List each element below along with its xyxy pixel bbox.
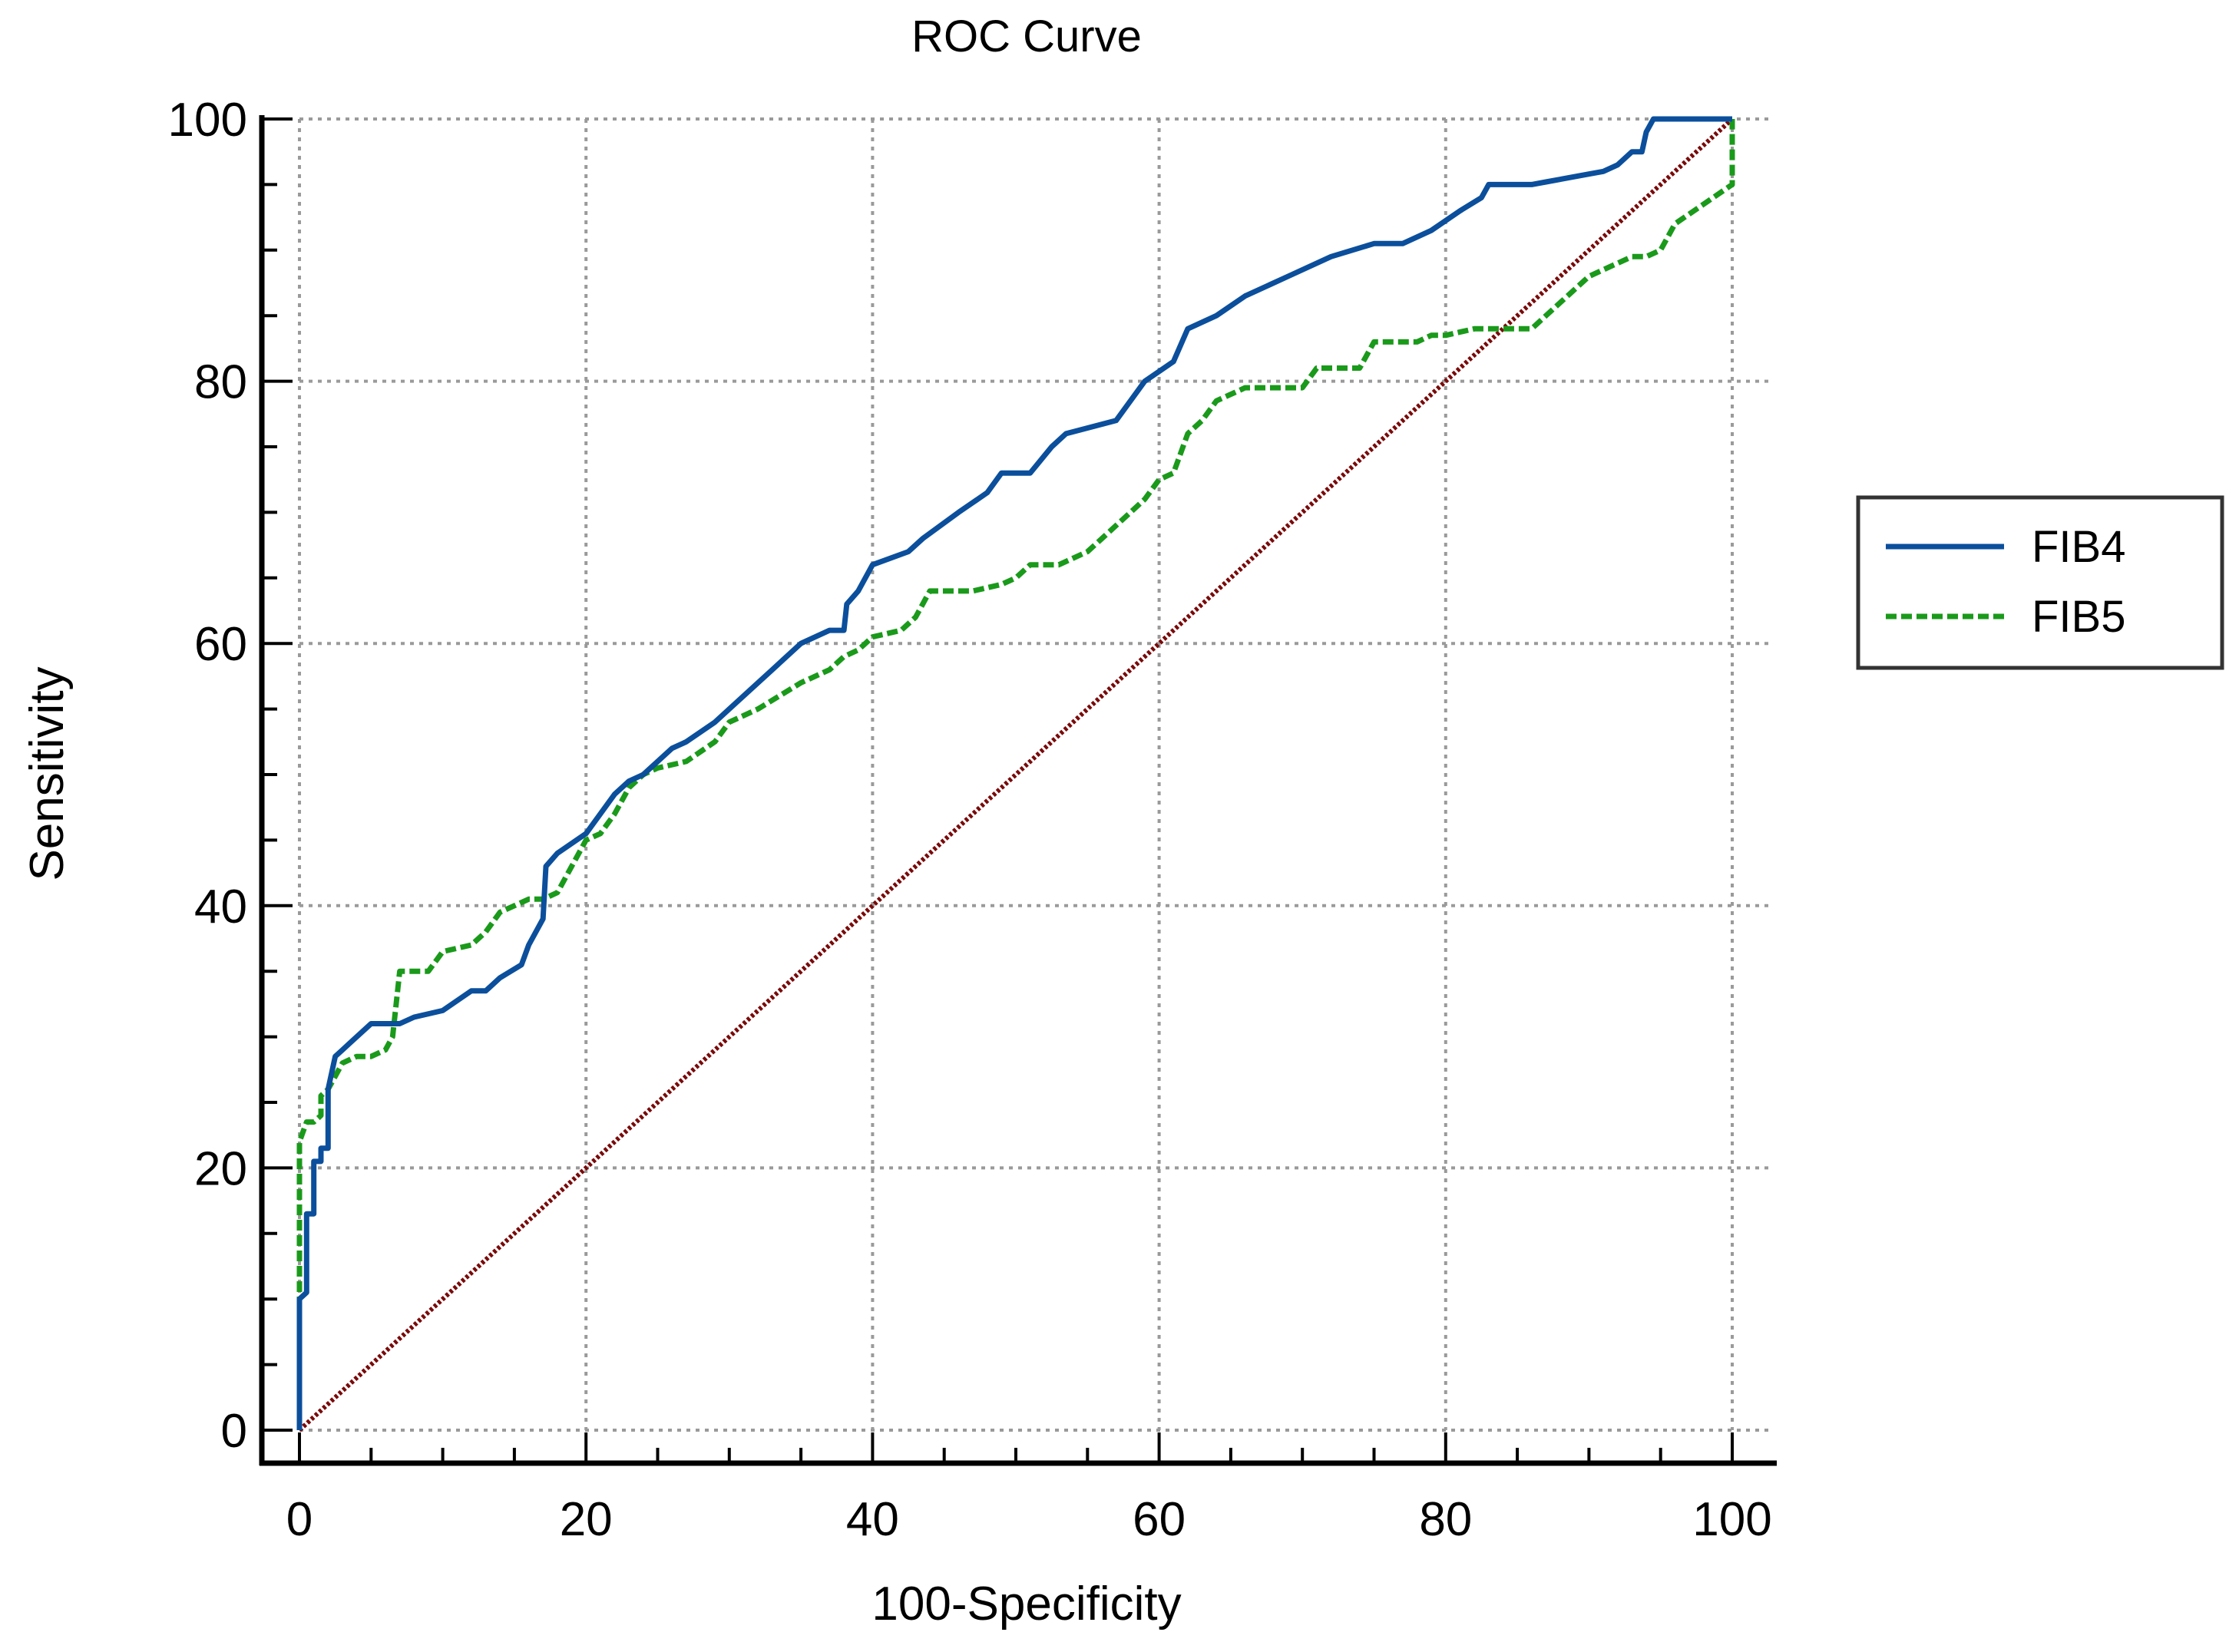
x-axis-label: 100-Specificity bbox=[871, 1578, 1181, 1631]
x-tick-label-40: 40 bbox=[846, 1493, 899, 1546]
chart-title: ROC Curve bbox=[911, 12, 1142, 61]
y-tick-label-0: 0 bbox=[221, 1405, 247, 1458]
legend: FIB4 FIB5 bbox=[1856, 495, 2224, 670]
y-tick-label-100: 100 bbox=[168, 94, 247, 147]
x-tick-label-60: 60 bbox=[1133, 1493, 1186, 1546]
series-line-reference bbox=[297, 117, 1735, 1432]
legend-box bbox=[1856, 495, 2224, 670]
legend-label-fib4: FIB4 bbox=[2032, 522, 2126, 572]
x-tick-label-80: 80 bbox=[1419, 1493, 1472, 1546]
y-tick-label-20: 20 bbox=[194, 1142, 247, 1195]
x-tick-label-100: 100 bbox=[1692, 1493, 1771, 1546]
y-tick-label-60: 60 bbox=[194, 618, 247, 671]
y-tick-label-80: 80 bbox=[194, 356, 247, 409]
series-line-fib4 bbox=[296, 116, 1732, 1430]
y-tick-label-40: 40 bbox=[194, 881, 247, 933]
series-line-fib5 bbox=[296, 119, 1735, 1430]
axes bbox=[259, 115, 1777, 1466]
x-tick-label-20: 20 bbox=[560, 1493, 613, 1546]
series-layer bbox=[296, 116, 1735, 1432]
y-axis-label: Sensitivity bbox=[21, 666, 74, 881]
tick-labels: 0 20 40 60 80 100 0 20 40 60 80 100 bbox=[168, 94, 1772, 1546]
legend-label-fib5: FIB5 bbox=[2032, 592, 2126, 642]
x-tick-label-0: 0 bbox=[286, 1493, 313, 1546]
grid-lines bbox=[298, 117, 1769, 1432]
